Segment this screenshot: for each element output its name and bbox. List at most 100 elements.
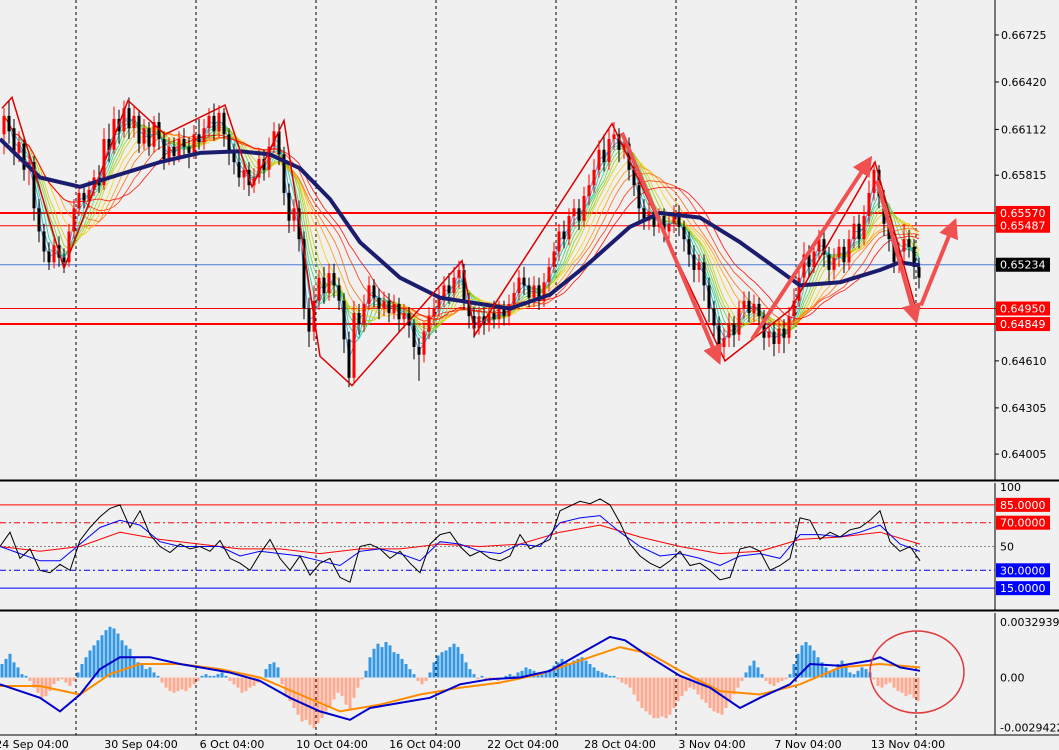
candle-body xyxy=(82,192,86,201)
macd-histogram-bar xyxy=(908,677,912,695)
rsi-blue-line xyxy=(0,515,921,567)
candle-body xyxy=(447,285,451,294)
candle xyxy=(197,118,201,150)
macd-panel[interactable]: 0.0032939 0.00 -0.0029422 xyxy=(0,613,1059,736)
candle-body xyxy=(577,208,581,221)
macd-histogram-bar xyxy=(864,669,868,678)
candle-body xyxy=(797,277,801,301)
macd-histogram-bar xyxy=(304,677,308,720)
macd-histogram-bar xyxy=(112,628,116,678)
candle xyxy=(237,152,241,187)
candle-body xyxy=(177,138,181,156)
candle-body xyxy=(47,251,51,263)
macd-histogram-bar xyxy=(24,675,28,678)
candle-body xyxy=(917,266,921,278)
candle xyxy=(352,300,356,384)
macd-histogram-bar xyxy=(128,648,132,678)
candle-body xyxy=(417,347,421,355)
candle xyxy=(487,303,491,332)
candle xyxy=(842,239,846,274)
macd-histogram-bar xyxy=(872,677,876,680)
candle-body xyxy=(347,339,351,378)
candle-body xyxy=(632,169,636,186)
macd-histogram-bar xyxy=(504,675,508,678)
candle-body xyxy=(862,216,866,240)
price-tick-label: 0.64610 xyxy=(1001,355,1047,368)
price-level-tag xyxy=(996,301,1050,316)
candle xyxy=(332,263,336,298)
candle xyxy=(577,199,581,230)
candle-body xyxy=(907,239,911,247)
candle xyxy=(632,162,636,196)
macd-histogram-bar xyxy=(520,670,524,678)
macd-histogram-bar xyxy=(60,677,64,680)
candle xyxy=(837,239,841,267)
rsi-black-line xyxy=(0,498,921,583)
zigzag-line xyxy=(1,95,919,387)
macd-histogram-bar xyxy=(712,677,716,712)
candle-body xyxy=(767,331,771,338)
macd-histogram-bar xyxy=(240,677,244,693)
time-axis-label: 30 Sep 04:00 xyxy=(104,738,177,750)
candle-body xyxy=(132,115,136,129)
rsi-level-tag xyxy=(996,563,1050,578)
candle-body xyxy=(107,138,111,150)
candle-body xyxy=(182,138,186,147)
candle xyxy=(477,306,481,335)
candle-body xyxy=(377,297,381,309)
candle-body xyxy=(867,192,871,217)
macd-histogram-bar xyxy=(848,672,852,678)
macd-histogram-bar xyxy=(316,677,320,724)
rsi-panel[interactable]: 85.0000 70.0000 30.0000 15.0000 100 50 xyxy=(0,481,1059,612)
macd-histogram-bar xyxy=(724,677,728,708)
macd-histogram-bar xyxy=(732,677,736,695)
price-level-tag xyxy=(996,218,1050,233)
macd-histogram-bar xyxy=(4,658,8,678)
macd-histogram-bar xyxy=(92,645,96,678)
candle xyxy=(727,313,731,348)
price-level-label: 0.65487 xyxy=(1000,220,1046,233)
candle xyxy=(907,229,911,258)
candle-body xyxy=(32,162,36,209)
candle-body xyxy=(532,285,536,298)
candle xyxy=(597,140,601,178)
candle xyxy=(862,205,866,246)
macd-histogram-bar xyxy=(320,677,324,719)
candle-body xyxy=(512,293,516,304)
candle-body xyxy=(912,246,916,267)
candle-body xyxy=(277,131,281,155)
candle-body xyxy=(137,115,141,144)
macd-histogram-bar xyxy=(508,674,512,678)
price-level-label: 0.64950 xyxy=(1000,302,1046,315)
macd-histogram-bar xyxy=(392,652,396,678)
macd-histogram-bar xyxy=(456,647,460,678)
candle-body xyxy=(642,208,646,221)
macd-histogram-bar xyxy=(20,674,24,678)
candle-body xyxy=(262,159,266,170)
candle-body xyxy=(352,313,356,378)
candle-body xyxy=(412,325,416,348)
candle-body xyxy=(392,303,396,314)
candle xyxy=(272,122,276,153)
macd-histogram-bar xyxy=(548,669,552,678)
macd-tick-label: -0.0029422 xyxy=(1000,721,1059,734)
macd-histogram-bar xyxy=(704,677,708,703)
candle-body xyxy=(487,313,491,324)
candle xyxy=(37,199,41,243)
candle-body xyxy=(652,211,656,227)
macd-histogram-bar xyxy=(476,677,480,680)
macd-histogram-bar xyxy=(360,677,364,680)
macd-histogram-bar xyxy=(564,662,568,678)
candle-body xyxy=(147,128,151,147)
candle-body xyxy=(677,214,681,227)
macd-histogram-bar xyxy=(228,677,232,681)
candle xyxy=(122,100,126,138)
price-panel[interactable]: 0.66725 0.66420 0.66112 0.65815 0.655700.654… xyxy=(0,0,1059,482)
candle xyxy=(322,266,326,304)
macd-histogram-bar xyxy=(748,665,752,678)
macd-histogram-bar xyxy=(664,677,668,719)
macd-histogram-bar xyxy=(68,677,72,686)
candle-body xyxy=(757,303,761,317)
macd-histogram-bar xyxy=(856,670,860,678)
